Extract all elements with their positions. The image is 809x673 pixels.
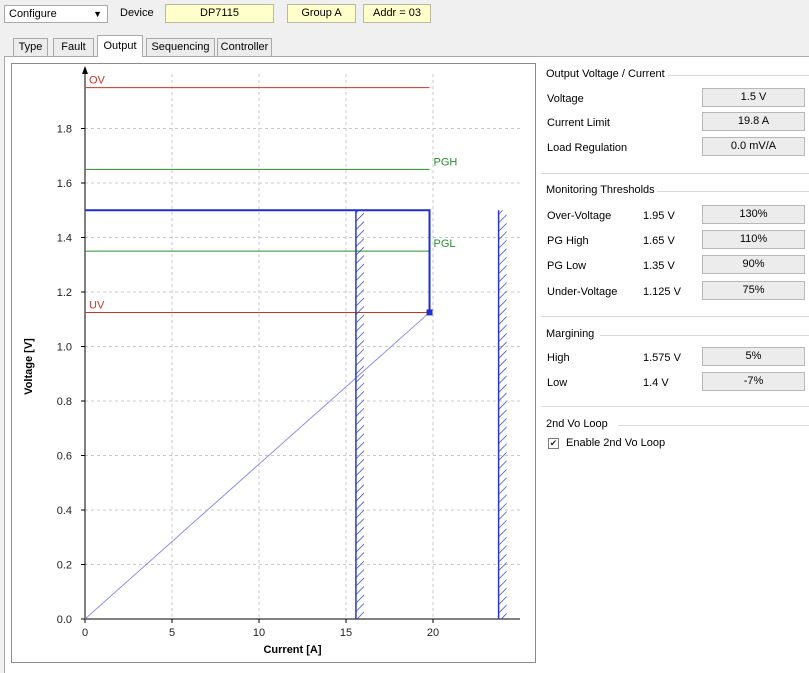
load-line <box>84 312 430 620</box>
separator <box>541 406 809 407</box>
monitoring-group-line <box>657 191 809 192</box>
separator <box>541 173 809 174</box>
over-voltage-value: 1.95 V <box>643 210 675 222</box>
y-tick-label: 1.8 <box>57 124 72 136</box>
x-tick-label: 20 <box>427 627 439 639</box>
threshold-label-pgh: PGH <box>434 156 458 168</box>
y-tick-label: 0.2 <box>57 560 72 572</box>
output-group-line <box>668 75 809 76</box>
y-tick-label: 1.6 <box>57 178 72 190</box>
current-limit-label: Current Limit <box>547 117 610 129</box>
tab-controller[interactable]: Controller <box>217 38 272 56</box>
y-axis-arrow <box>82 66 88 74</box>
pg-low-percent-field[interactable]: 90% <box>702 255 805 274</box>
y-tick-label: 0.0 <box>57 614 72 626</box>
current-limit-hatch-2 <box>498 210 507 619</box>
output-curve <box>85 209 431 313</box>
address-field: Addr = 03 <box>363 4 431 23</box>
mode-select-value: Configure <box>9 8 57 20</box>
y-tick-label: 1.4 <box>57 233 72 245</box>
monitoring-group-title: Monitoring Thresholds <box>546 184 655 196</box>
margining-group-title: Margining <box>546 328 595 340</box>
tab-fault[interactable]: Fault <box>53 38 94 56</box>
device-name-field: DP7115 <box>165 4 274 23</box>
loop-group-title: 2nd Vo Loop <box>546 418 608 430</box>
under-voltage-percent-field[interactable]: 75% <box>702 281 805 300</box>
y-tick-label: 0.8 <box>57 396 72 408</box>
load-regulation-field[interactable]: 0.0 mV/A <box>702 137 805 156</box>
pg-high-value: 1.65 V <box>643 235 675 247</box>
x-tick-label: 15 <box>340 627 352 639</box>
pg-low-value: 1.35 V <box>643 260 675 272</box>
enable-2nd-loop-checkbox[interactable]: ✔ <box>548 438 559 449</box>
under-voltage-label: Under-Voltage <box>547 286 618 298</box>
under-voltage-value: 1.125 V <box>643 286 681 298</box>
threshold-label-pgl: PGL <box>434 238 456 250</box>
chart-frame <box>11 63 536 663</box>
margining-group-line <box>600 335 809 336</box>
voltage-label: Voltage <box>547 93 584 105</box>
separator <box>541 316 809 317</box>
x-tick-label: 10 <box>253 627 265 639</box>
loop-group-line <box>618 425 809 426</box>
current-limit-field[interactable]: 19.8 A <box>702 112 805 131</box>
load-regulation-label: Load Regulation <box>547 142 628 154</box>
y-tick-label: 0.6 <box>57 451 72 463</box>
margin-high-value: 1.575 V <box>643 352 681 364</box>
tab-output[interactable]: Output <box>97 35 143 57</box>
margin-high-percent-field[interactable]: 5% <box>702 347 805 366</box>
x-tick-label: 5 <box>169 627 175 639</box>
margin-low-percent-field[interactable]: -7% <box>702 372 805 391</box>
chevron-down-icon: ▼ <box>93 9 102 19</box>
enable-2nd-loop-label[interactable]: Enable 2nd Vo Loop <box>566 437 666 449</box>
output-group-title: Output Voltage / Current <box>546 68 665 80</box>
x-axis-label: Current [A] <box>263 644 321 656</box>
tab-type[interactable]: Type <box>13 38 48 56</box>
over-voltage-percent-field[interactable]: 130% <box>702 205 805 224</box>
y-tick-label: 1.0 <box>57 342 72 354</box>
x-tick-label: 0 <box>82 627 88 639</box>
margin-low-label: Low <box>547 377 568 389</box>
pg-high-percent-field[interactable]: 110% <box>702 230 805 249</box>
over-voltage-label: Over-Voltage <box>547 210 612 222</box>
device-label: Device <box>120 7 154 19</box>
y-tick-label: 1.2 <box>57 287 72 299</box>
margin-low-value: 1.4 V <box>643 377 669 389</box>
vi-chart: 0.0 0.2 0.4 0.6 0.8 1.0 1.2 1.4 1.6 1.8 0 5 10 15 20 Cu… <box>23 66 520 656</box>
margin-high-label: High <box>547 352 570 364</box>
output-curve-endpoint <box>426 309 433 316</box>
pg-high-label: PG High <box>547 235 589 247</box>
checkmark-icon: ✔ <box>549 438 558 448</box>
current-limit-hatch-1 <box>355 210 364 619</box>
y-tick-label: 0.4 <box>57 505 72 517</box>
y-axis-label: Voltage [V] <box>23 338 35 395</box>
mode-select[interactable]: Configure ▼ <box>4 5 108 23</box>
voltage-field[interactable]: 1.5 V <box>702 88 805 107</box>
tab-sequencing[interactable]: Sequencing <box>146 38 215 56</box>
threshold-label-uv: UV <box>89 299 105 311</box>
threshold-label-ov: OV <box>89 75 106 87</box>
pg-low-label: PG Low <box>547 260 587 272</box>
group-field: Group A <box>287 4 356 23</box>
